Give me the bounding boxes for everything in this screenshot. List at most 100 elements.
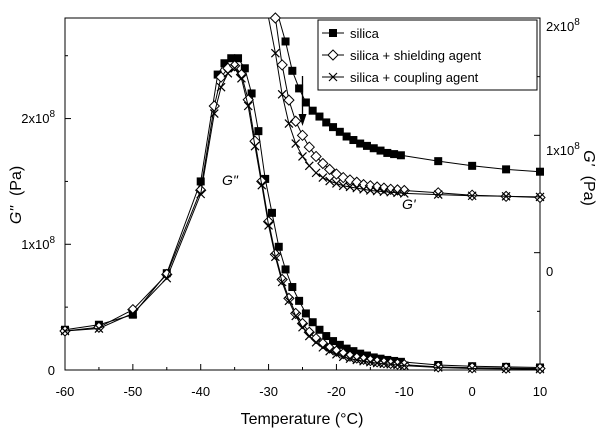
data-point-x-cross [393, 188, 402, 198]
data-point-open-diamond [323, 163, 336, 176]
data-point-open-diamond [127, 303, 139, 316]
data-point-x-cross [379, 187, 389, 197]
data-point-x-cross [291, 311, 301, 321]
right-tick-exp: 8 [574, 17, 580, 28]
right-tick-base: 0 [546, 264, 553, 279]
data-point-x-cross [399, 361, 409, 371]
data-point-x-cross [501, 191, 511, 201]
data-point-open-diamond [290, 115, 302, 127]
data-point-filled-square [349, 136, 358, 145]
left-tick-exp: 8 [49, 235, 55, 246]
data-point-filled-square [196, 177, 205, 186]
data-point-filled-square [220, 59, 229, 68]
x-tick-label: 0 [468, 384, 475, 399]
data-point-x-cross [298, 152, 307, 161]
data-point-x-cross [270, 48, 280, 58]
series-line-storage-modulus [261, 17, 541, 198]
data-point-x-cross [250, 141, 260, 151]
left-tick-base: 0 [48, 363, 55, 378]
data-point-filled-square [356, 349, 365, 358]
data-point-open-diamond [310, 332, 322, 345]
x-axis-title: Temperature (°C) [241, 411, 364, 428]
data-point-x-cross [332, 349, 341, 359]
x-tick-label: -50 [124, 384, 143, 399]
x-axis-tick-labels: -60 -50 -40 -30 -20 -10 0 10 [56, 384, 548, 399]
data-point-filled-square [281, 265, 290, 274]
left-axis-title-unit: (Pa) [8, 166, 25, 196]
legend: silica silica + shielding agent silica +… [317, 19, 538, 91]
data-point-open-diamond [290, 307, 302, 320]
data-point-x-cross [386, 187, 396, 197]
data-point-x-cross [318, 342, 328, 352]
data-point-filled-square [213, 70, 222, 79]
data-point-filled-square [308, 106, 317, 115]
right-tick-label: 0 [546, 264, 553, 279]
data-point-filled-square [376, 146, 385, 155]
right-tick-exp: 8 [574, 141, 580, 152]
data-point-x-cross [345, 354, 355, 364]
series-layer [59, 12, 546, 375]
left-tick-exp: 8 [49, 109, 55, 120]
data-point-x-cross [94, 324, 104, 333]
legend-marker-x-cross [328, 72, 338, 82]
data-point-filled-square [468, 161, 477, 170]
data-point-x-cross [433, 363, 443, 372]
data-point-filled-square [281, 37, 290, 46]
data-point-filled-square [254, 127, 263, 136]
data-point-filled-square [267, 208, 276, 217]
x-tick-label: -40 [191, 384, 210, 399]
data-point-filled-square [288, 66, 297, 75]
annotation-arrow [298, 76, 307, 126]
data-point-open-diamond [269, 12, 282, 24]
right-tick-label: 2x108 [546, 17, 580, 34]
data-point-filled-square [390, 150, 399, 159]
data-point-x-cross [230, 63, 240, 73]
data-point-x-cross [325, 346, 335, 356]
data-point-x-cross [332, 179, 341, 188]
left-axis-tick-labels: 0 1x108 2x108 [21, 109, 55, 378]
data-point-x-cross [311, 337, 321, 347]
data-point-filled-square [308, 318, 317, 327]
right-axis-tick-labels: 0 1x108 2x108 [546, 17, 580, 279]
data-point-filled-square [335, 340, 344, 349]
data-point-filled-square [342, 344, 351, 353]
data-point-x-cross [277, 89, 287, 99]
data-point-filled-square [349, 347, 358, 356]
data-point-filled-square [315, 325, 324, 334]
left-axis-title: G" (Pa) [8, 166, 25, 224]
data-point-filled-square [240, 64, 249, 73]
data-point-filled-square [295, 84, 304, 93]
annotation-g-double-prime: G" [222, 172, 239, 188]
data-point-x-cross [270, 252, 280, 262]
data-point-filled-square [329, 123, 338, 132]
data-point-filled-square [362, 351, 371, 360]
data-point-filled-square [536, 167, 544, 176]
left-tick-label: 2x108 [21, 109, 55, 126]
x-tick-label: -10 [395, 384, 414, 399]
legend-label: silica + shielding agent [350, 48, 482, 63]
data-point-filled-square [261, 174, 270, 183]
data-point-open-diamond [317, 157, 329, 170]
data-point-open-diamond [283, 94, 295, 106]
data-point-filled-square [335, 127, 344, 136]
data-point-filled-square [301, 98, 310, 107]
data-point-filled-square [322, 118, 331, 127]
x-tick-label: 10 [533, 384, 547, 399]
data-point-x-cross [338, 352, 348, 362]
data-point-x-cross [196, 189, 206, 199]
data-point-filled-square [322, 332, 331, 341]
data-point-x-cross [128, 309, 138, 318]
legend-entry: silica [322, 26, 380, 41]
data-point-x-cross [399, 188, 409, 198]
right-axis-title-unit: (Pa) [580, 176, 597, 206]
legend-entry: silica + coupling agent [322, 70, 479, 85]
data-point-x-cross [535, 192, 545, 202]
legend-box [317, 19, 538, 91]
data-point-x-cross [243, 101, 253, 111]
arrow-head [298, 114, 307, 126]
data-point-x-cross [162, 273, 172, 283]
data-point-x-cross [325, 176, 335, 186]
data-point-filled-square [342, 132, 351, 141]
data-point-filled-square [396, 151, 405, 160]
left-tick-label: 1x108 [21, 235, 55, 252]
